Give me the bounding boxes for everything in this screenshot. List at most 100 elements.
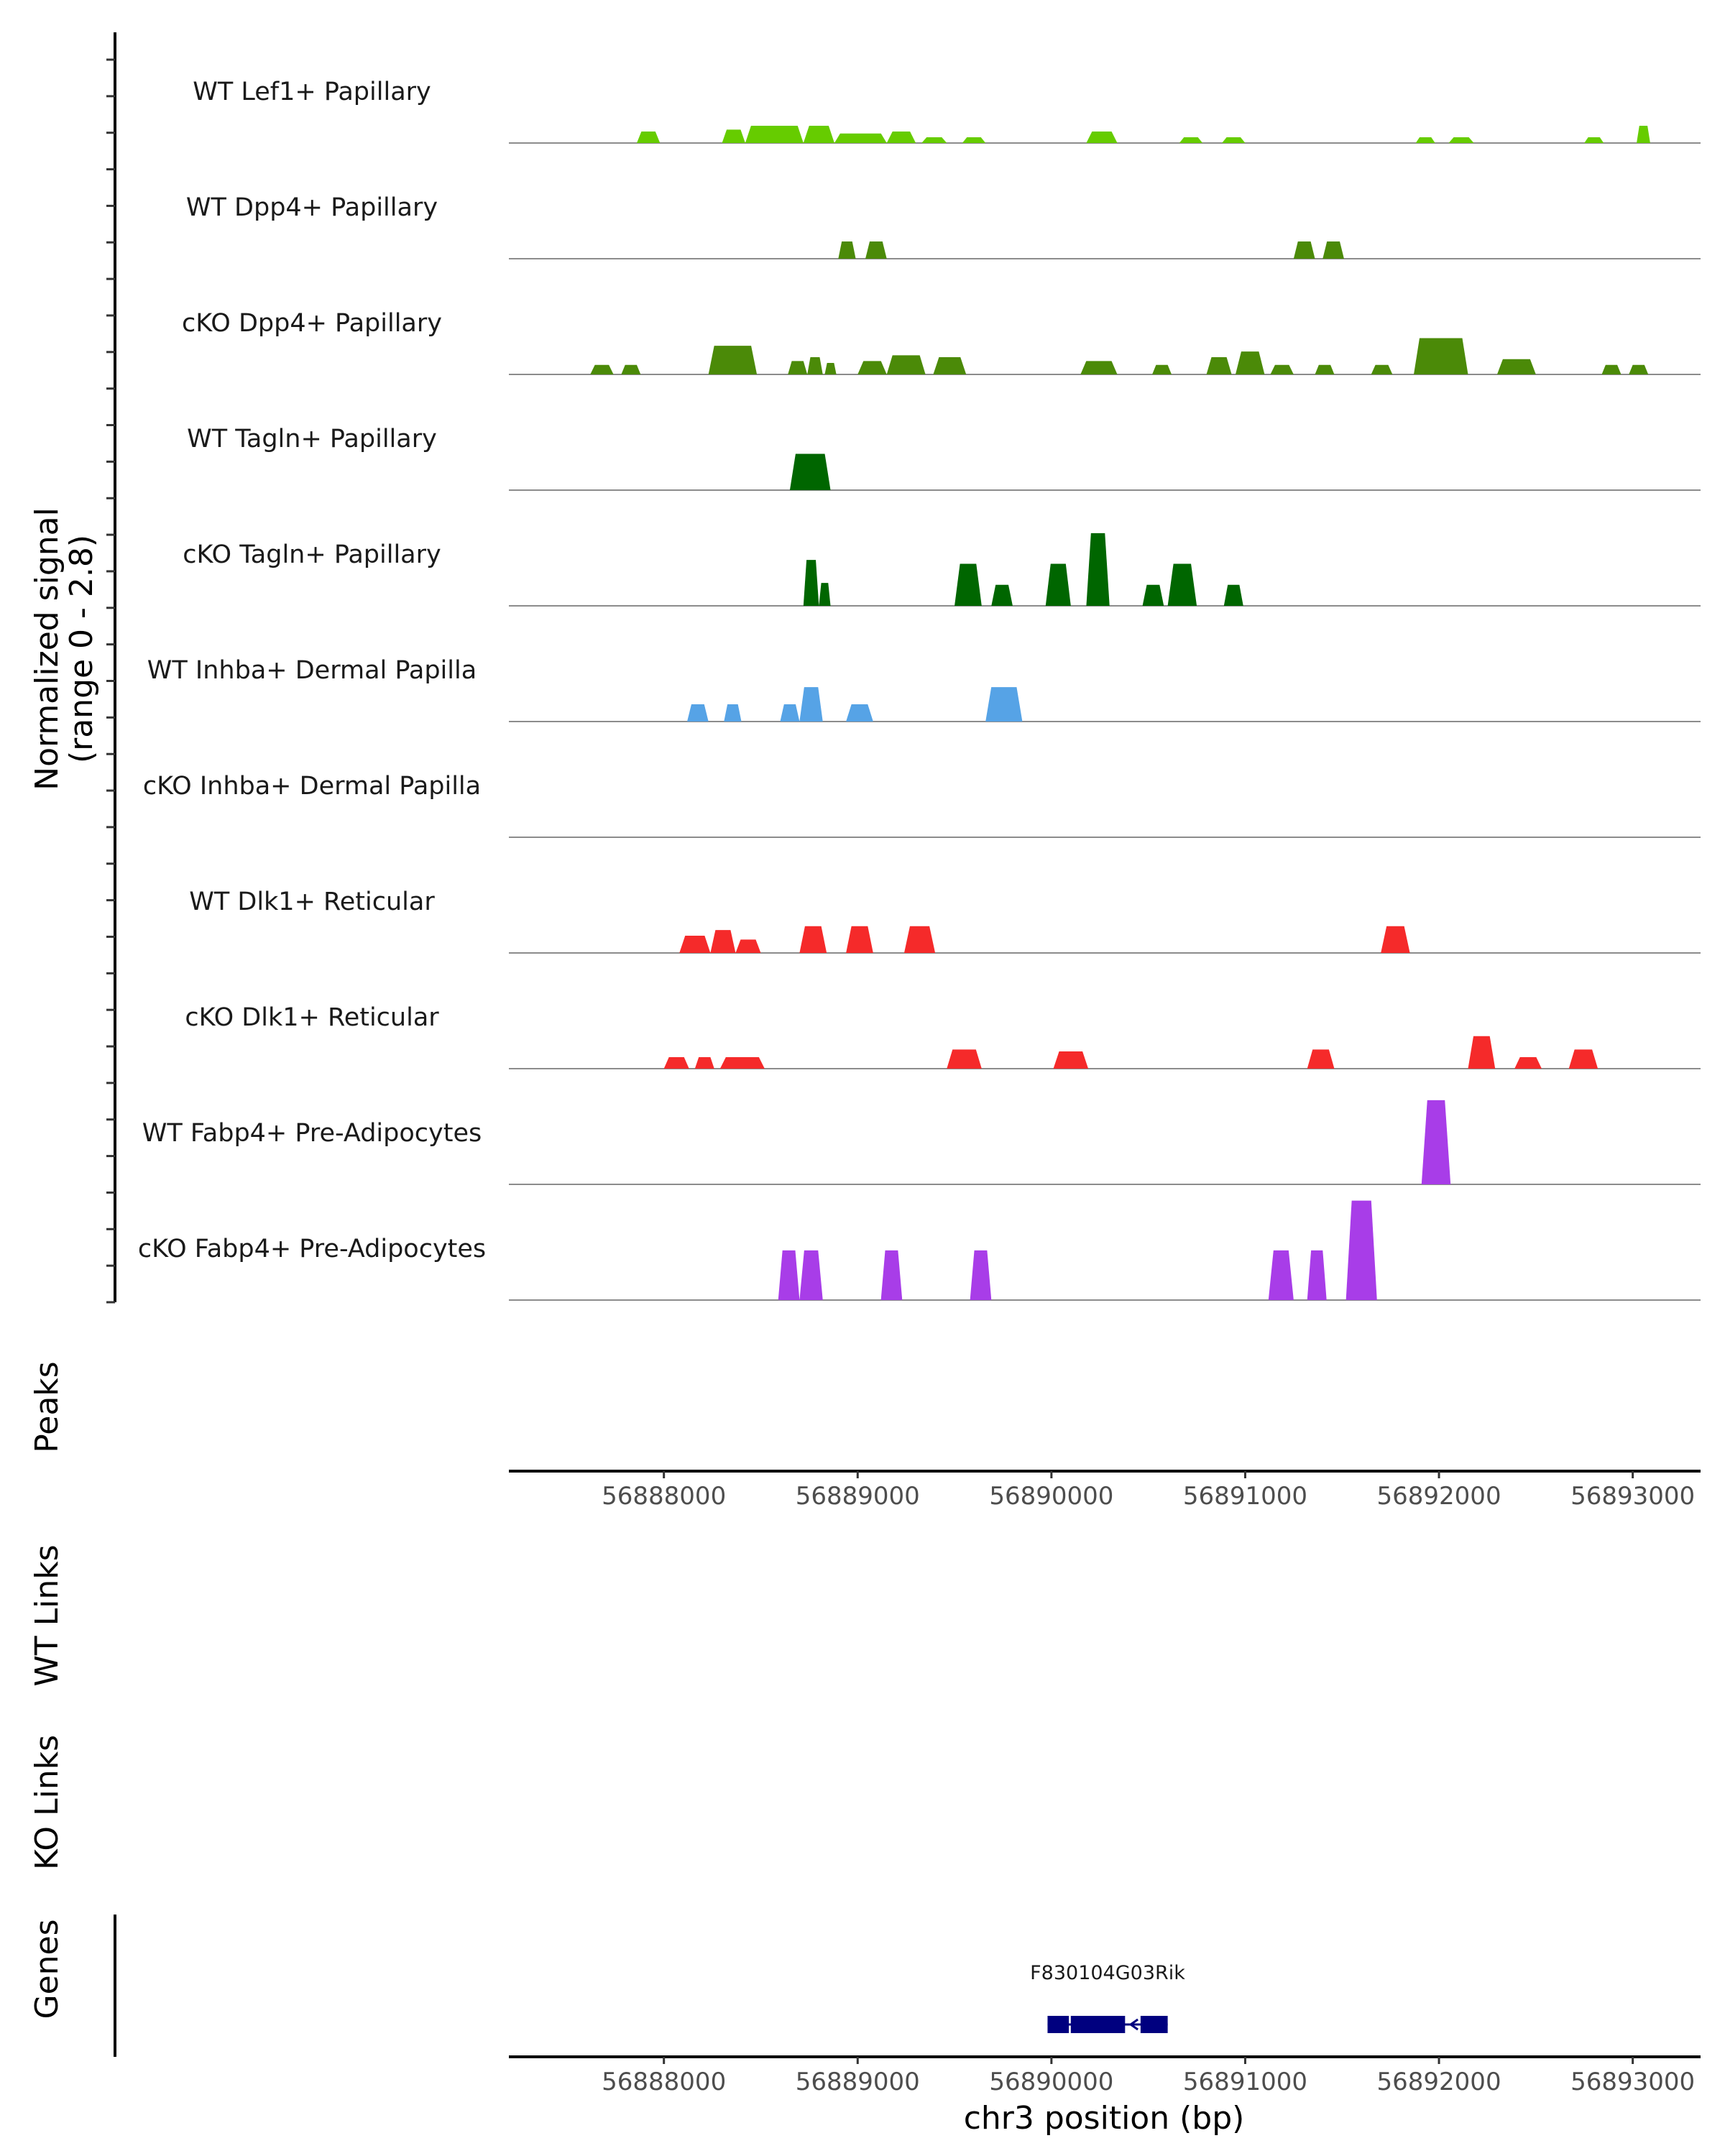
coverage-peak [947, 1049, 982, 1069]
coverage-peak [722, 129, 745, 143]
coverage-peak [799, 1250, 823, 1300]
coverage-peak [1152, 364, 1172, 374]
track-wt-tagln-papillary: WT Tagln+ Papillary [187, 425, 1701, 491]
track-label: WT Fabp4+ Pre-Adipocytes [142, 1119, 482, 1148]
coverage-peak [1629, 364, 1649, 374]
coverage-peak [1371, 364, 1393, 374]
x-axis-tick-label: 56891000 [1183, 1482, 1307, 1511]
x-axis-tick-label: 56891000 [1183, 2068, 1307, 2096]
gene-exon [1047, 2016, 1070, 2033]
coverage-peak [799, 687, 823, 722]
coverage-peak [985, 687, 1023, 722]
track-label: WT Tagln+ Papillary [187, 425, 437, 453]
x-axis-tick-label: 56890000 [989, 2068, 1113, 2096]
coverage-peak [1167, 563, 1197, 606]
coverage-peak [724, 704, 742, 722]
x-axis-lower: 56888000 56889000 56890000 56891000 56892000… [509, 2055, 1701, 2096]
coverage-peak [1414, 338, 1468, 374]
track-cko-dpp4-papillary: cKO Dpp4+ Papillary [182, 309, 1701, 375]
coverage-peak [886, 132, 916, 143]
gene-exon [1070, 2016, 1126, 2033]
coverage-peak [1053, 1051, 1089, 1069]
coverage-peak [1293, 241, 1315, 259]
coverage-peak [621, 364, 641, 374]
track-wt-inhba-dermal-papilla: WT Inhba+ Dermal Papilla [147, 656, 1701, 722]
coverage-peak [679, 936, 711, 953]
coverage-peak [1315, 364, 1335, 374]
coverage-peak [824, 363, 837, 374]
coverage-peak [789, 453, 831, 490]
x-axis-upper: 56888000 56889000 56890000 56891000 56892000… [509, 1470, 1701, 1511]
genes-section-label: Genes [29, 1919, 65, 2019]
coverage-peak [1223, 584, 1243, 606]
coverage-tracks: WT Lef1+ Papillary WT Dpp4+ Papillary cKO … [138, 78, 1701, 1301]
coverage-peak [1268, 1250, 1294, 1300]
coverage-peak [846, 704, 873, 722]
coverage-peak [962, 137, 986, 143]
track-cko-fabp4-pre-adipocytes: cKO Fabp4+ Pre-Adipocytes [138, 1200, 1701, 1301]
coverage-peak [1637, 126, 1650, 143]
coverage-peak [886, 355, 926, 374]
coverage-peak [1270, 364, 1294, 374]
coverage-peak [1322, 241, 1344, 259]
coverage-peak [838, 241, 856, 259]
coverage-peak [970, 1250, 992, 1300]
coverage-peak [933, 357, 967, 374]
x-axis-tick-label: 56893000 [1570, 1482, 1695, 1511]
coverage-peak [1584, 137, 1604, 143]
track-label: cKO Dlk1+ Reticular [185, 1003, 439, 1032]
coverage-peak [1045, 563, 1071, 606]
ko-links-section-label: KO Links [29, 1735, 65, 1870]
coverage-peak [1142, 584, 1164, 606]
coverage-peak [1568, 1049, 1598, 1069]
coverage-peak [745, 126, 804, 143]
y-axis [106, 32, 116, 1304]
coverage-peak [921, 137, 947, 143]
coverage-peak [1381, 926, 1410, 953]
coverage-peak [788, 361, 808, 374]
coverage-peak [1235, 351, 1265, 374]
gene-strand-arrow [1128, 2018, 1138, 2031]
track-cko-dlk1-reticular: cKO Dlk1+ Reticular [185, 1003, 1701, 1069]
coverage-peak [1080, 361, 1118, 374]
track-wt-dpp4-papillary: WT Dpp4+ Papillary [186, 193, 1701, 259]
coverage-peak [780, 704, 800, 722]
track-cko-tagln-papillary: cKO Tagln+ Papillary [183, 533, 1701, 607]
coverage-peak [803, 126, 834, 143]
coverage-peak [636, 132, 661, 143]
x-axis-tick-label: 56892000 [1377, 1482, 1501, 1511]
coverage-peak [778, 1250, 800, 1300]
x-axis-tick-label: 56888000 [602, 2068, 726, 2096]
coverage-peak [1346, 1200, 1377, 1300]
track-wt-fabp4-pre-adipocytes: WT Fabp4+ Pre-Adipocytes [142, 1100, 1701, 1185]
x-axis-tick-label: 56890000 [989, 1482, 1113, 1511]
x-axis-tick-label: 56889000 [796, 2068, 920, 2096]
coverage-peak [1448, 137, 1474, 143]
gene-label: F830104G03Rik [1030, 1962, 1185, 1984]
track-label: cKO Tagln+ Papillary [183, 540, 441, 569]
coverage-peak [807, 357, 823, 374]
x-axis-tick-label: 56889000 [796, 1482, 920, 1511]
gene-track: F830104G03Rik [1030, 1962, 1185, 2033]
coverage-peak [1086, 533, 1110, 606]
wt-links-section-label: WT Links [29, 1544, 65, 1686]
track-label: WT Inhba+ Dermal Papilla [147, 656, 477, 685]
peaks-section-label: Peaks [29, 1361, 65, 1452]
coverage-peak [590, 364, 614, 374]
coverage-peak [1421, 1100, 1451, 1184]
coverage-peak [954, 563, 982, 606]
coverage-peak [819, 583, 831, 606]
track-label: cKO Dpp4+ Papillary [182, 309, 442, 338]
x-axis-tick-label: 56888000 [602, 1482, 726, 1511]
coverage-peak [1179, 137, 1203, 143]
track-label: cKO Inhba+ Dermal Papilla [143, 772, 481, 801]
coverage-peak [1496, 359, 1536, 374]
coverage-peak [799, 926, 827, 953]
coverage-peak [903, 926, 936, 953]
x-axis-label: chr3 position (bp) [964, 2100, 1245, 2137]
coverage-peak [803, 560, 819, 606]
coverage-peak [880, 1250, 903, 1300]
coverage-peak [1468, 1036, 1496, 1069]
track-wt-lef1-papillary: WT Lef1+ Papillary [193, 78, 1701, 144]
coverage-peak [735, 939, 761, 953]
